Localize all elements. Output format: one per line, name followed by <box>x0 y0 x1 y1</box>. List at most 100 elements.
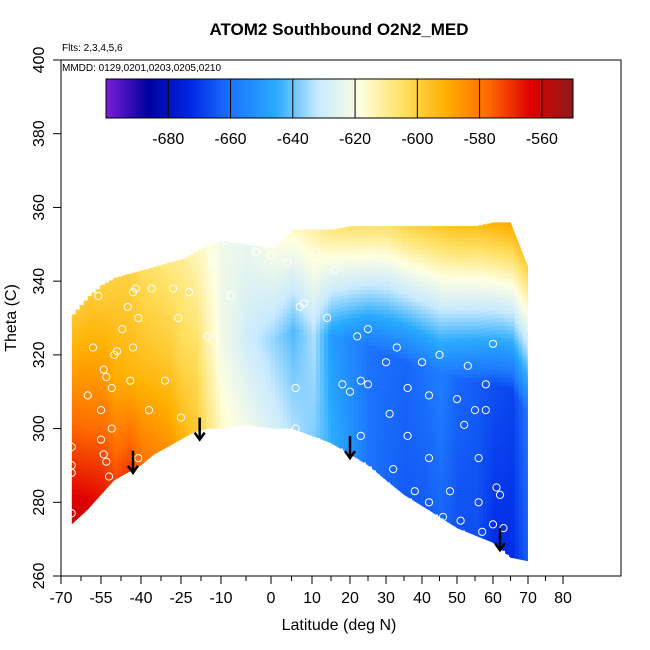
field-cell <box>295 369 301 375</box>
field-cell <box>221 328 226 334</box>
field-cell <box>299 237 305 243</box>
field-cell <box>105 474 110 480</box>
field-cell <box>358 393 363 399</box>
field-cell <box>299 417 305 423</box>
field-cell <box>307 365 313 371</box>
field-cell <box>368 449 373 455</box>
field-cell <box>149 267 154 273</box>
field-cell <box>95 437 101 442</box>
field-cell <box>141 334 146 339</box>
field-cell <box>79 421 85 426</box>
field-cell <box>202 423 207 428</box>
field-cell <box>145 421 150 426</box>
field-cell <box>312 349 317 355</box>
field-cell <box>331 421 336 427</box>
field-cell <box>229 369 234 375</box>
field-cell <box>398 437 403 443</box>
field-cell <box>275 288 280 293</box>
field-cell <box>79 417 85 422</box>
field-cell <box>101 364 106 370</box>
field-cell <box>198 345 203 350</box>
field-cell <box>189 258 194 264</box>
field-cell <box>312 305 317 311</box>
field-cell <box>398 393 403 399</box>
field-cell <box>79 305 85 310</box>
field-cell <box>335 444 340 450</box>
field-cell <box>162 264 167 269</box>
field-cell <box>145 349 150 354</box>
field-cell <box>350 353 355 359</box>
field-cell <box>131 412 137 418</box>
field-cell <box>141 318 146 323</box>
field-cell <box>101 436 106 442</box>
field-cell <box>221 376 226 382</box>
field-cell <box>271 412 276 417</box>
field-cell <box>246 268 251 273</box>
field-cell <box>135 403 141 409</box>
field-cell <box>109 356 114 361</box>
field-cell <box>358 281 363 287</box>
field-cell <box>75 341 81 347</box>
field-cell <box>343 419 348 424</box>
field-cell <box>91 340 97 346</box>
field-cell <box>368 305 373 311</box>
field-cell <box>109 320 114 325</box>
field-cell <box>237 379 242 384</box>
field-cell <box>109 284 114 289</box>
field-cell <box>307 433 313 439</box>
field-cell <box>358 385 363 391</box>
field-cell <box>380 449 385 455</box>
field-cell <box>202 311 207 316</box>
field-cell <box>335 420 340 426</box>
field-cell <box>221 252 226 258</box>
field-cell <box>87 439 93 445</box>
field-cell <box>324 237 329 243</box>
field-cell <box>118 300 123 305</box>
field-cell <box>262 398 267 404</box>
field-cell <box>380 381 385 387</box>
field-cell <box>350 437 355 443</box>
field-cell <box>141 426 146 431</box>
field-cell <box>350 317 355 323</box>
field-cell <box>380 361 385 367</box>
field-cell <box>362 449 367 455</box>
field-cell <box>271 416 276 421</box>
field-cell <box>118 452 123 457</box>
field-cell <box>75 473 81 479</box>
field-cell <box>275 352 280 357</box>
field-cell <box>376 417 381 423</box>
field-cell <box>211 363 217 368</box>
field-cell <box>376 345 381 351</box>
field-cell <box>316 329 321 335</box>
field-cell <box>350 345 355 351</box>
field-cell <box>380 445 385 451</box>
field-cell <box>291 377 297 383</box>
field-cell <box>254 409 259 415</box>
field-cell <box>354 349 359 355</box>
field-cell <box>358 309 363 315</box>
field-cell <box>394 297 399 303</box>
field-cell <box>215 278 221 283</box>
field-cell <box>386 265 391 271</box>
field-cell <box>225 273 230 278</box>
field-cell <box>283 413 288 418</box>
field-cell <box>358 361 363 367</box>
field-cell <box>118 340 123 345</box>
field-cell <box>354 365 359 371</box>
field-cell <box>241 287 246 293</box>
field-cell <box>258 354 263 359</box>
field-cell <box>347 398 352 403</box>
field-cell <box>167 326 173 332</box>
field-cell <box>105 482 110 488</box>
field-cell <box>75 461 81 467</box>
field-cell <box>386 309 391 315</box>
field-cell <box>105 454 110 460</box>
field-cell <box>287 305 292 311</box>
field-cell <box>95 441 101 446</box>
field-cell <box>181 427 186 432</box>
field-cell <box>404 277 409 283</box>
field-cell <box>91 420 97 426</box>
field-cell <box>275 420 280 425</box>
field-cell <box>408 381 413 387</box>
field-cell <box>95 325 101 330</box>
